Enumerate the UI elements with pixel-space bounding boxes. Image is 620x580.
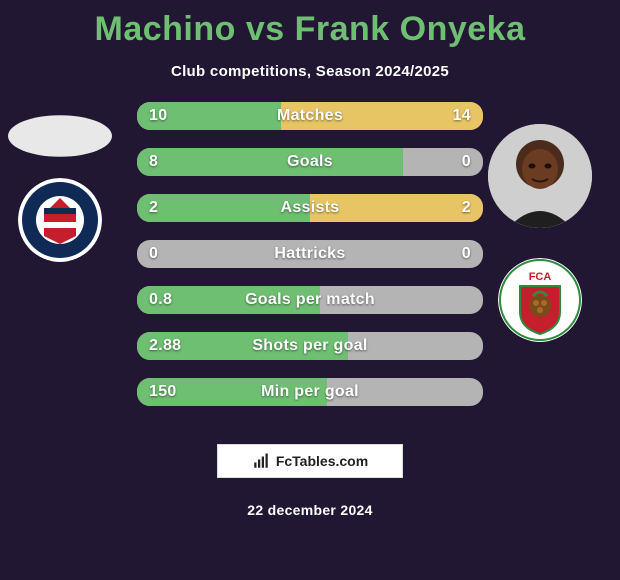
club-left-badge (18, 178, 102, 262)
bar-left-value: 8 (149, 148, 158, 176)
svg-text:FCA: FCA (529, 271, 552, 283)
footer-brand-text: FcTables.com (276, 453, 368, 469)
player-left-avatar (8, 115, 112, 157)
bar-left-value: 10 (149, 102, 167, 130)
bar-left-value: 2.88 (149, 332, 181, 360)
club-right-badge: FCA (498, 258, 582, 342)
bar-row: 0.8Goals per match (137, 286, 483, 314)
bar-left-value: 0.8 (149, 286, 172, 314)
footer-brand: FcTables.com (217, 444, 403, 478)
bar-left-value: 150 (149, 378, 177, 406)
bar-row: 80Goals (137, 148, 483, 176)
bar-right-value: 14 (453, 102, 471, 130)
bar-bg (137, 240, 483, 268)
bar-row: 2.88Shots per goal (137, 332, 483, 360)
bar-row: 00Hattricks (137, 240, 483, 268)
footer-date: 22 december 2024 (0, 502, 620, 518)
bar-right-value: 0 (462, 240, 471, 268)
bar-right-fill (310, 194, 483, 222)
bar-row: 150Min per goal (137, 378, 483, 406)
player-right-avatar (488, 124, 592, 228)
subtitle: Club competitions, Season 2024/2025 (0, 63, 620, 80)
bar-right-value: 2 (462, 194, 471, 222)
bar-left-value: 2 (149, 194, 158, 222)
chart-icon (252, 452, 270, 470)
bar-row: 1014Matches (137, 102, 483, 130)
bar-left-fill (137, 194, 310, 222)
page-title: Machino vs Frank Onyeka (0, 0, 620, 49)
bar-row: 22Assists (137, 194, 483, 222)
comparison-bars: 1014Matches80Goals22Assists00Hattricks0.… (137, 102, 483, 406)
bar-left-fill (137, 148, 403, 176)
bar-left-value: 0 (149, 240, 158, 268)
bar-right-value: 0 (462, 148, 471, 176)
